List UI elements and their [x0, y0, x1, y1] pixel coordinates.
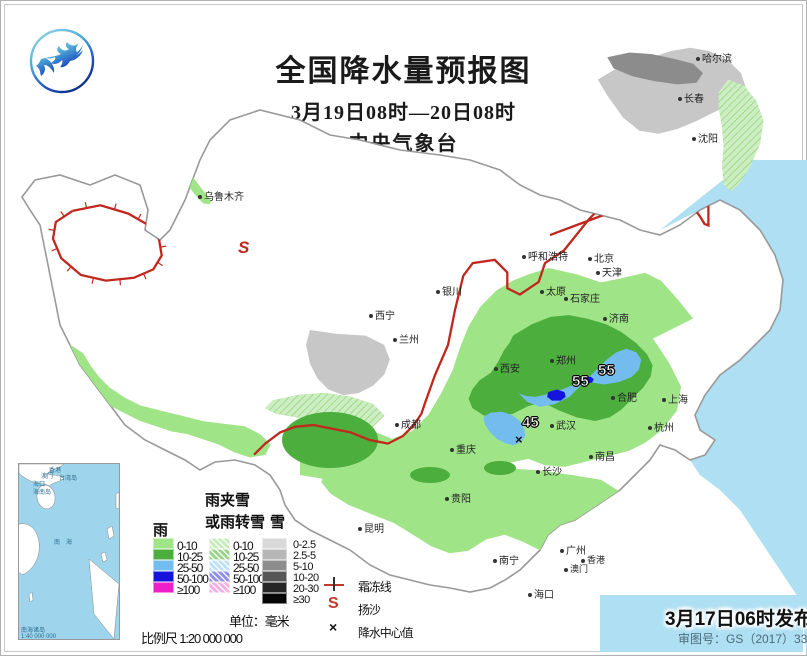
svg-text:海口: 海口: [33, 480, 45, 488]
svg-text:台湾岛: 台湾岛: [59, 474, 77, 482]
svg-text:南 海: 南 海: [54, 538, 72, 546]
svg-text:1:40 000 000: 1:40 000 000: [21, 634, 57, 639]
svg-text:澳门: 澳门: [41, 472, 53, 480]
svg-text:香港: 香港: [49, 466, 61, 474]
svg-text:海南岛: 海南岛: [33, 488, 51, 496]
svg-text:南海诸岛: 南海诸岛: [21, 626, 45, 634]
